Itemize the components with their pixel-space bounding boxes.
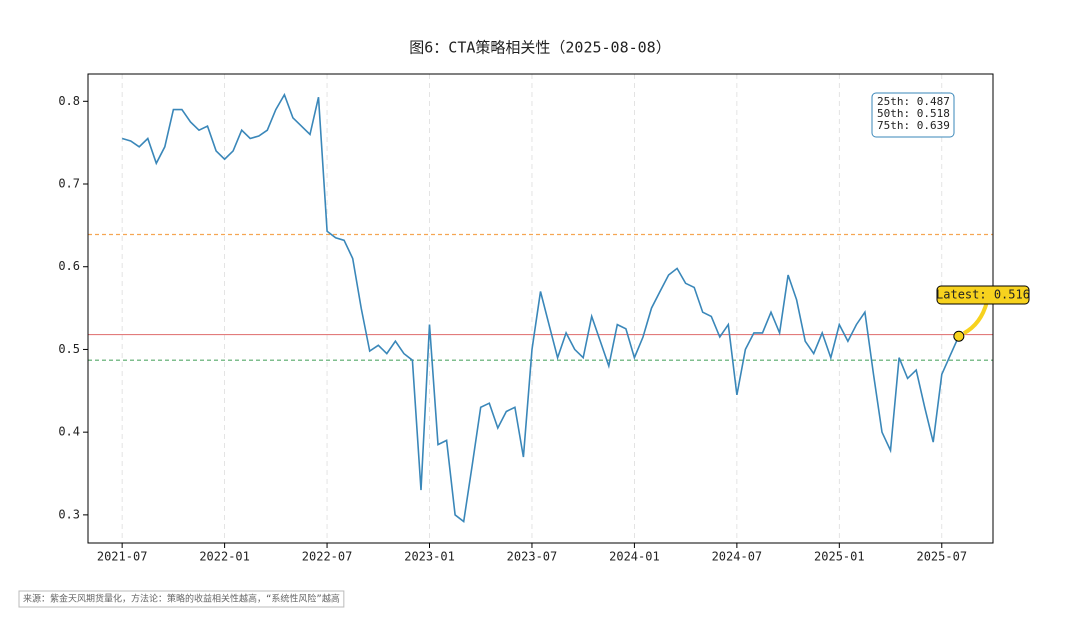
source-box — [18, 590, 345, 608]
x-tick-label: 2022-07 — [302, 550, 353, 564]
latest-arrow — [962, 301, 989, 335]
y-tick-label: 0.8 — [58, 94, 80, 108]
x-tick-label: 2025-01 — [814, 550, 865, 564]
percentile-label: 25th: 0.487 — [877, 95, 950, 108]
x-tick-label: 2022-01 — [199, 550, 250, 564]
y-tick-label: 0.7 — [58, 177, 80, 191]
percentile-box — [871, 92, 955, 138]
x-tick-label: 2023-01 — [404, 550, 455, 564]
plot-frame — [87, 73, 994, 544]
y-tick-label: 0.4 — [58, 425, 80, 439]
latest-label: Latest: 0.516 — [936, 288, 1030, 302]
x-tick-label: 2024-01 — [609, 550, 660, 564]
y-tick-label: 0.3 — [58, 507, 80, 521]
y-tick-label: 0.6 — [58, 259, 80, 273]
x-tick-label: 2021-07 — [97, 550, 148, 564]
y-tick-label: 0.5 — [58, 342, 80, 356]
x-tick-label: 2023-07 — [507, 550, 558, 564]
percentile-label: 75th: 0.639 — [877, 119, 950, 132]
line-series — [121, 92, 960, 523]
latest-box — [936, 285, 1030, 305]
latest-point — [953, 330, 965, 342]
percentile-label: 50th: 0.518 — [877, 107, 950, 120]
chart-title: 图6：CTA策略相关性（2025-08-08） — [409, 39, 670, 57]
x-tick-label: 2025-07 — [916, 550, 967, 564]
source-note: 来源：紫金天风期货量化，方法论：策略的收益相关性越高，“系统性风险”越高 — [23, 593, 340, 605]
x-tick-label: 2024-07 — [712, 550, 763, 564]
